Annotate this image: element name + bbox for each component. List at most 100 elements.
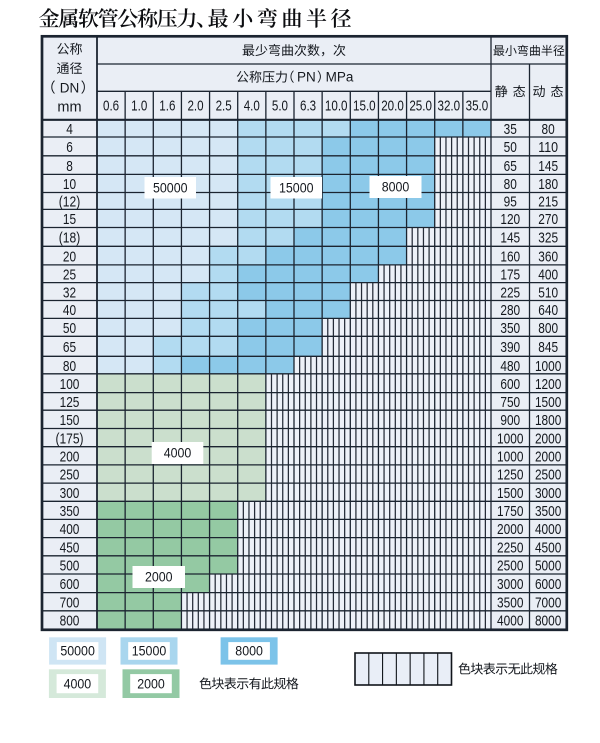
svg-text:50000: 50000 [60,644,95,659]
svg-text:600: 600 [500,376,520,393]
svg-text:8: 8 [66,158,73,175]
svg-text:1000: 1000 [535,358,561,375]
svg-text:DN: DN [60,80,80,95]
svg-text:35.0: 35.0 [466,98,489,115]
svg-text:3000: 3000 [535,485,561,502]
svg-text:10.0: 10.0 [325,98,348,115]
svg-text:(18): (18) [59,230,81,247]
svg-text:325: 325 [538,230,558,247]
svg-text:1800: 1800 [535,412,561,429]
svg-text:50000: 50000 [153,180,188,195]
svg-text:480: 480 [500,358,520,375]
svg-text:15: 15 [63,211,76,228]
svg-text:100: 100 [60,376,80,393]
svg-text:20.0: 20.0 [381,98,404,115]
svg-text:145: 145 [538,158,558,175]
svg-text:750: 750 [500,394,520,411]
svg-text:6000: 6000 [535,576,561,593]
svg-text:2500: 2500 [535,467,561,484]
svg-text:1000: 1000 [497,430,523,447]
svg-text:8000: 8000 [235,644,263,659]
svg-text:3500: 3500 [535,503,561,520]
svg-text:400: 400 [60,521,80,538]
svg-text:640: 640 [538,302,558,319]
svg-text:280: 280 [500,302,520,319]
svg-text:15000: 15000 [279,180,314,195]
svg-text:4000: 4000 [64,676,92,691]
svg-text:32: 32 [63,284,76,301]
svg-text:1.0: 1.0 [131,98,147,115]
svg-text:400: 400 [538,266,558,283]
svg-text:2000: 2000 [497,521,523,538]
svg-text:500: 500 [60,558,80,575]
svg-text:4.0: 4.0 [244,98,260,115]
svg-text:510: 510 [538,284,558,301]
svg-text:5.0: 5.0 [272,98,288,115]
svg-text:8000: 8000 [535,613,561,630]
svg-text:2000: 2000 [535,430,561,447]
svg-text:2000: 2000 [137,676,165,691]
svg-text:mm: mm [57,99,81,115]
svg-text:450: 450 [60,539,80,556]
svg-text:180: 180 [538,176,558,193]
svg-text:5000: 5000 [535,558,561,575]
svg-text:350: 350 [500,320,520,337]
svg-text:15000: 15000 [132,644,167,659]
svg-text:MPa: MPa [326,70,354,85]
svg-text:1500: 1500 [497,485,523,502]
svg-text:20: 20 [63,248,76,265]
svg-text:700: 700 [60,594,80,611]
svg-text:(175): (175) [55,430,83,447]
svg-text:7000: 7000 [535,594,561,611]
svg-text:800: 800 [538,320,558,337]
svg-text:845: 845 [538,339,558,356]
svg-text:4000: 4000 [535,521,561,538]
svg-text:3500: 3500 [497,594,523,611]
svg-text:900: 900 [500,412,520,429]
svg-text:PN: PN [297,70,316,85]
svg-text:350: 350 [60,503,80,520]
svg-text:125: 125 [60,394,80,411]
svg-text:2.5: 2.5 [216,98,232,115]
svg-text:120: 120 [500,211,520,228]
svg-text:6: 6 [66,139,73,156]
svg-text:25: 25 [63,266,76,283]
svg-text:3000: 3000 [497,576,523,593]
svg-text:25.0: 25.0 [409,98,432,115]
svg-text:6.3: 6.3 [300,98,316,115]
svg-text:15.0: 15.0 [353,98,376,115]
svg-text:150: 150 [60,412,80,429]
svg-text:2.0: 2.0 [187,98,203,115]
svg-text:160: 160 [500,248,520,265]
svg-text:1200: 1200 [535,376,561,393]
svg-text:80: 80 [504,176,517,193]
svg-text:4: 4 [66,121,73,138]
svg-text:35: 35 [504,121,517,138]
svg-text:4000: 4000 [497,613,523,630]
svg-text:50: 50 [504,139,517,156]
svg-text:1.6: 1.6 [159,98,175,115]
svg-text:10: 10 [63,176,76,193]
svg-text:1750: 1750 [497,503,523,520]
svg-text:80: 80 [542,121,555,138]
svg-text:4000: 4000 [164,446,192,461]
svg-text:8000: 8000 [382,180,410,195]
svg-text:600: 600 [60,576,80,593]
svg-text:110: 110 [538,139,558,156]
svg-text:32.0: 32.0 [437,98,460,115]
svg-text:145: 145 [500,230,520,247]
svg-text:0.6: 0.6 [103,98,119,115]
svg-text:2000: 2000 [535,449,561,466]
svg-text:2250: 2250 [497,539,523,556]
svg-text:390: 390 [500,339,520,356]
svg-text:40: 40 [63,302,76,319]
svg-text:4500: 4500 [535,539,561,556]
svg-text:360: 360 [538,248,558,265]
svg-text:1000: 1000 [497,449,523,466]
svg-text:2500: 2500 [497,558,523,575]
svg-text:65: 65 [504,158,517,175]
svg-text:(12): (12) [59,194,81,211]
svg-text:95: 95 [504,194,517,211]
svg-text:200: 200 [60,449,80,466]
svg-text:80: 80 [63,358,76,375]
